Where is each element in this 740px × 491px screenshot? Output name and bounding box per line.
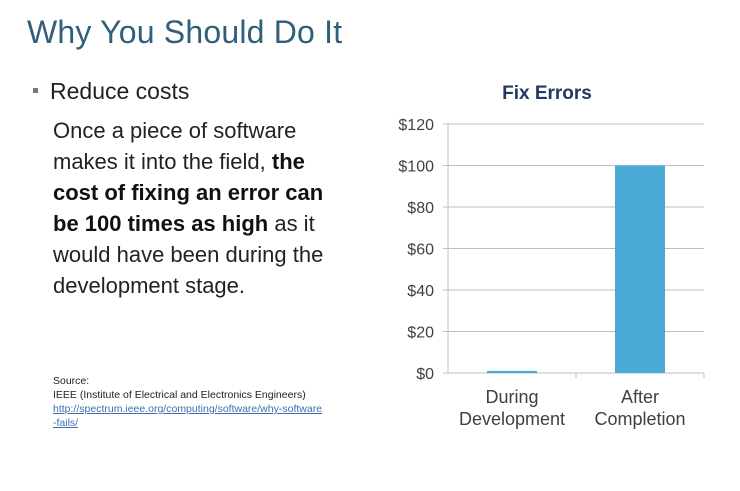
y-tick-label: $0 <box>416 366 434 383</box>
bar <box>487 370 537 373</box>
body-text-emphasis: the cost of fixing an error can be 100 t… <box>53 149 324 236</box>
body-text-intro: Once a piece of software makes it into t… <box>53 118 297 174</box>
y-tick-label: $120 <box>398 117 434 134</box>
y-tick-label: $40 <box>407 283 434 300</box>
y-tick-label: $60 <box>407 242 434 259</box>
bullet-text: Reduce costs <box>50 78 190 104</box>
chart-y-axis: $0 $20 $40 $60 $80 $100 $120 <box>398 117 434 383</box>
source-link[interactable]: http://spectrum.ieee.org/computing/softw… <box>53 403 323 429</box>
bar <box>615 165 665 373</box>
y-tick-label: $20 <box>407 325 434 342</box>
y-tick-label: $100 <box>398 159 434 176</box>
x-tick-label: Development <box>459 409 565 429</box>
source-label: Source: <box>53 375 90 387</box>
x-tick-label: Completion <box>594 409 685 429</box>
y-tick-label: $80 <box>407 200 434 217</box>
slide-title: Why You Should Do It <box>27 14 343 50</box>
source-org: IEEE (Institute of Electrical and Electr… <box>53 389 306 401</box>
chart-title: Fix Errors <box>502 83 592 104</box>
chart-bars <box>487 165 665 373</box>
source-citation: Source: IEEE (Institute of Electrical an… <box>53 374 323 430</box>
x-tick-label: During <box>485 387 538 407</box>
body-paragraph: Once a piece of software makes it into t… <box>53 115 353 301</box>
bullet-item: Reduce costs <box>33 78 189 105</box>
fix-errors-chart: Fix Errors $0 $20 $40 $60 $80 $100 $120 During… <box>398 83 705 429</box>
body-text-conclusion: as it would have been during the develop… <box>53 211 324 298</box>
x-tick-label: After <box>621 387 659 407</box>
bullet-icon <box>33 88 38 94</box>
